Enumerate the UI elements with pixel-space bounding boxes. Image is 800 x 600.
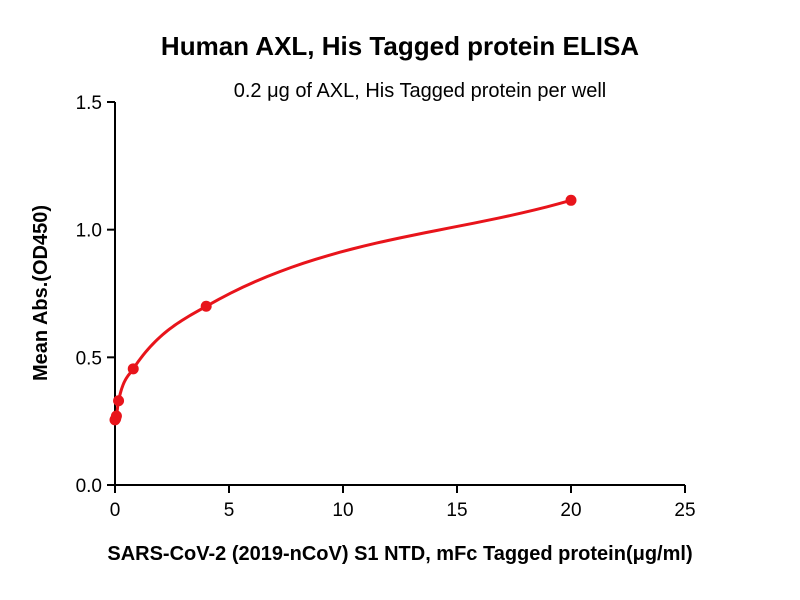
data-points (109, 194, 577, 426)
y-tick-label: 0.0 (76, 476, 102, 497)
data-point (127, 363, 139, 375)
x-axis-label: SARS-CoV-2 (2019-nCoV) S1 NTD, mFc Tagge… (107, 543, 692, 565)
data-point (565, 194, 577, 206)
y-tick-label: 1.5 (76, 93, 102, 114)
x-tick-label: 15 (446, 500, 467, 521)
chart-title: Human AXL, His Tagged protein ELISA (161, 31, 639, 61)
data-point (113, 395, 125, 407)
data-point (110, 410, 122, 422)
y-axis-label: Mean Abs.(OD450) (30, 205, 52, 381)
y-axis-ticks: 0.0 0.5 1.0 1.5 (76, 93, 115, 497)
x-tick-label: 20 (560, 500, 581, 521)
data-point (200, 300, 212, 312)
chart-subtitle: 0.2 μg of AXL, His Tagged protein per we… (234, 80, 607, 102)
y-tick-label: 1.0 (76, 221, 102, 242)
x-tick-label: 10 (332, 500, 353, 521)
y-tick-label: 0.5 (76, 348, 102, 369)
x-tick-label: 25 (674, 500, 695, 521)
fit-curve (113, 198, 572, 421)
x-tick-label: 5 (224, 500, 235, 521)
x-tick-label: 0 (110, 500, 121, 521)
x-axis-ticks: 0 5 10 15 20 25 (110, 485, 696, 521)
